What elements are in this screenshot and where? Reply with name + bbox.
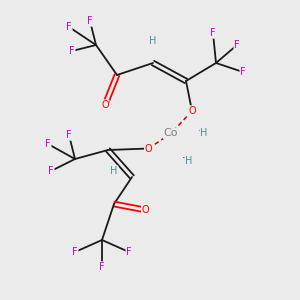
Text: O: O bbox=[101, 100, 109, 110]
Text: H: H bbox=[149, 35, 157, 46]
Text: O: O bbox=[145, 143, 152, 154]
Text: F: F bbox=[72, 247, 78, 257]
Text: H: H bbox=[200, 128, 208, 139]
Text: H: H bbox=[185, 155, 193, 166]
Text: O: O bbox=[142, 205, 149, 215]
Text: ·: · bbox=[197, 125, 202, 139]
Text: F: F bbox=[69, 46, 75, 56]
Text: F: F bbox=[210, 28, 216, 38]
Text: F: F bbox=[126, 247, 132, 257]
Text: H: H bbox=[110, 166, 118, 176]
Text: Co: Co bbox=[164, 128, 178, 139]
Text: F: F bbox=[66, 130, 72, 140]
Text: O: O bbox=[188, 106, 196, 116]
Text: ·: · bbox=[182, 152, 186, 166]
Text: F: F bbox=[240, 67, 246, 77]
Text: F: F bbox=[45, 139, 51, 149]
Text: F: F bbox=[66, 22, 72, 32]
Text: F: F bbox=[87, 16, 93, 26]
Text: F: F bbox=[234, 40, 240, 50]
Text: F: F bbox=[99, 262, 105, 272]
Text: F: F bbox=[48, 166, 54, 176]
